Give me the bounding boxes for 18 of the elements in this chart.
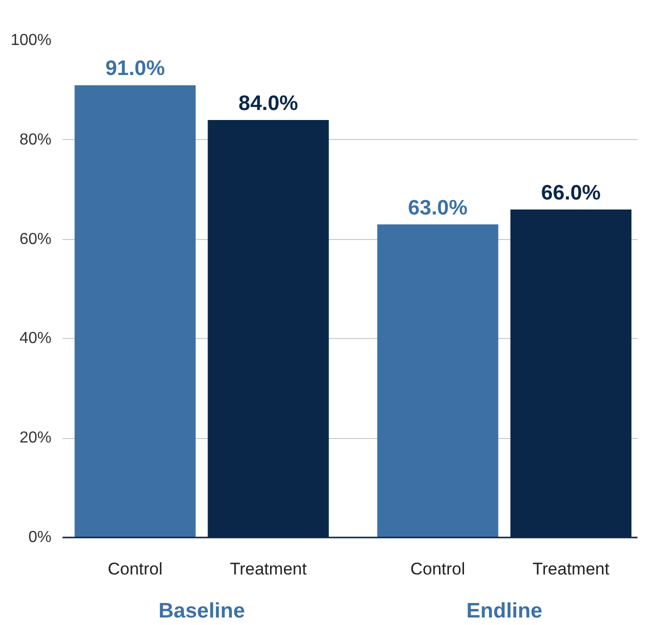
bar [74,85,196,538]
data-label: 66.0% [541,181,602,204]
text: Control [410,560,466,578]
x-tick-label: Endline [466,600,542,622]
data-label: 63.0% [408,196,468,220]
y-tick-label: 80% [19,131,52,148]
data-label: 84.0% [238,92,298,116]
data-label: 91.0% [105,57,166,80]
series-label: Treatment [230,560,307,578]
y-tick-label: 60% [19,230,52,248]
y-tick-label: 40% [19,330,52,348]
y-tick-label: 100% [10,32,52,49]
text: Treatment [532,560,610,578]
series-label: Control [108,560,163,578]
x-tick-label: Baseline [158,600,245,622]
y-tick-label: 20% [19,430,52,447]
bar [377,224,498,538]
y-tick-label: 0% [28,529,52,546]
